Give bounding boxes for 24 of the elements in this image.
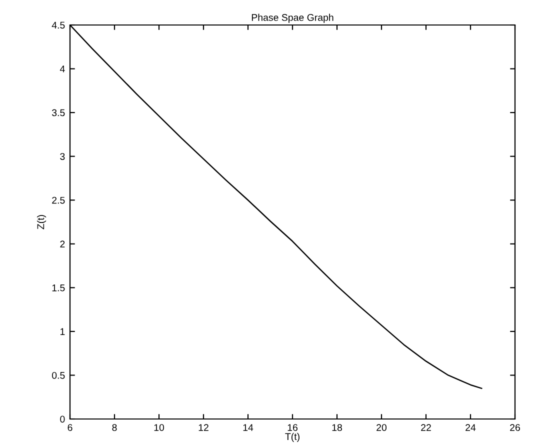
y-tick-label: 1 (60, 328, 65, 335)
x-tick-label: 16 (288, 424, 298, 431)
y-tick-label: 0.5 (52, 372, 65, 379)
y-tick-label: 4 (60, 66, 65, 72)
x-tick-label: 18 (332, 424, 342, 431)
y-tick-label: 1.5 (52, 284, 65, 292)
y-tick-label: 3.5 (52, 109, 65, 116)
y-tick-label: 2.5 (52, 196, 65, 204)
x-tick-label: 6 (68, 424, 72, 431)
x-tick-label: 14 (243, 424, 254, 431)
x-axis-title: T(t) (285, 432, 300, 442)
y-axis-title: Z(t) (37, 215, 46, 230)
y-tick-label: 0 (60, 416, 65, 423)
y-tick-label: 4.5 (52, 22, 65, 29)
y-tick-label: 3 (60, 153, 65, 160)
x-tick-label: 20 (376, 424, 387, 431)
x-tick-label: 22 (421, 424, 431, 431)
x-tick-label: 8 (112, 424, 117, 431)
x-tick-label: 26 (510, 424, 520, 431)
x-tick-label: 24 (466, 424, 476, 431)
y-tick-label: 2 (60, 240, 65, 248)
x-tick-label: 10 (154, 424, 164, 431)
x-tick-label: 12 (198, 424, 208, 431)
chart-title: Phase Spae Graph (252, 14, 334, 23)
